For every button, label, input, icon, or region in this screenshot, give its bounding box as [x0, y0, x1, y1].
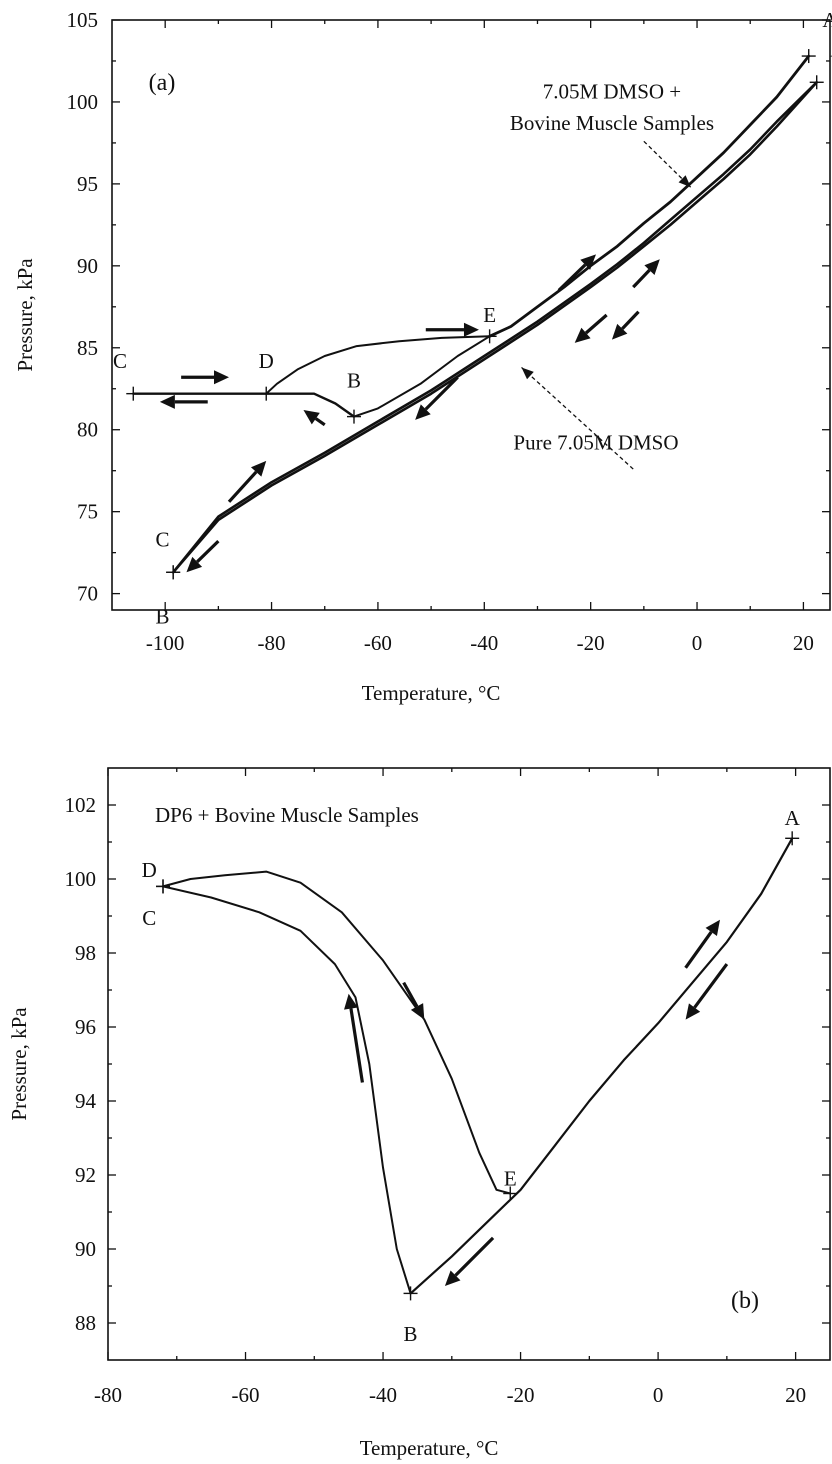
direction-arrow	[402, 981, 419, 1008]
x-tick-label: 20	[785, 1383, 806, 1407]
y-tick-label: 102	[65, 793, 97, 817]
direction-arrowhead	[214, 370, 230, 385]
x-tick-label: -80	[94, 1383, 122, 1407]
state-point-label: A	[830, 38, 832, 62]
direction-arrow	[454, 1236, 495, 1277]
y-tick-label: 88	[75, 1311, 96, 1335]
panel-label: (b)	[731, 1288, 759, 1314]
direction-arrow	[349, 1008, 365, 1083]
x-axis-title: Temperature, °C	[362, 681, 501, 705]
panel-label: (a)	[149, 70, 176, 96]
state-point-label: B	[404, 1322, 418, 1346]
series-line	[409, 837, 794, 1295]
direction-arrow	[196, 540, 220, 563]
direction-arrowhead	[580, 254, 596, 270]
plot-frame	[111, 19, 831, 611]
leader-arrowhead	[678, 175, 691, 188]
direction-arrow	[693, 963, 729, 1009]
direction-arrowhead	[644, 259, 660, 275]
y-tick-label: 85	[77, 336, 98, 360]
y-tick-label: 100	[65, 867, 97, 891]
direction-arrow	[632, 269, 651, 289]
y-tick-label: 90	[75, 1237, 96, 1261]
series-line	[162, 885, 412, 1295]
state-point-label: D	[259, 349, 274, 373]
y-tick-label: 80	[77, 418, 98, 442]
state-point-label: E	[483, 303, 496, 327]
y-tick-label: 90	[77, 254, 98, 278]
state-point-label: A	[822, 8, 832, 32]
state-point-label: B	[156, 605, 170, 629]
direction-arrow	[621, 310, 640, 330]
direction-arrow	[314, 417, 326, 427]
state-point-label: C	[113, 349, 127, 373]
y-tick-label: 98	[75, 941, 96, 965]
direction-arrowhead	[250, 460, 267, 477]
direction-arrowhead	[611, 323, 628, 340]
annotation-text: 7.05M DMSO +	[543, 80, 681, 104]
y-tick-label: 75	[77, 500, 98, 524]
direction-arrowhead	[410, 1003, 425, 1020]
y-tick-label: 70	[77, 582, 98, 606]
series-line	[488, 54, 811, 338]
x-tick-label: -100	[146, 631, 185, 655]
state-point-label: C	[156, 528, 170, 552]
direction-arrow	[584, 313, 608, 335]
annotation-leader	[643, 140, 692, 188]
state-point-label: D	[142, 858, 157, 882]
chart-panel-a: -100 -80 -60 -40 -20 0 20 70 75 80 85 90 95 100 105 Tem…	[13, 8, 832, 705]
y-axis-title: Pressure, kPa	[7, 1007, 31, 1121]
y-tick-label: 105	[67, 8, 99, 32]
y-tick-label: 92	[75, 1163, 96, 1187]
direction-arrowhead	[705, 919, 720, 936]
y-axis-title: Pressure, kPa	[13, 258, 37, 372]
series-line	[353, 335, 491, 418]
direction-arrow	[424, 376, 459, 411]
chart-title: DP6 + Bovine Muscle Samples	[155, 803, 419, 827]
x-tick-label: -60	[232, 1383, 260, 1407]
series-line	[265, 335, 491, 395]
x-tick-label: -40	[470, 631, 498, 655]
y-tick-label: 100	[67, 90, 99, 114]
state-point-label: E	[504, 1167, 517, 1191]
x-tick-label: -20	[577, 631, 605, 655]
series-line	[265, 392, 356, 418]
direction-arrowhead	[574, 327, 591, 343]
y-tick-label: 95	[77, 172, 98, 196]
direction-arrow	[557, 263, 587, 292]
x-tick-label: 0	[653, 1383, 664, 1407]
direction-arrowhead	[303, 410, 320, 425]
x-tick-label: -60	[364, 631, 392, 655]
state-point-label: A	[785, 806, 801, 830]
direction-arrowhead	[186, 556, 203, 573]
annotation-text: Pure 7.05M DMSO	[513, 430, 678, 454]
direction-arrowhead	[463, 322, 479, 337]
state-point-label: B	[347, 369, 361, 393]
direction-arrow	[227, 470, 258, 503]
plot-frame	[107, 767, 831, 1361]
direction-arrowhead	[159, 394, 175, 409]
annotation-text: Bovine Muscle Samples	[510, 111, 714, 135]
direction-arrowhead	[444, 1270, 461, 1286]
leader-arrowhead	[521, 367, 534, 380]
series-line	[171, 81, 818, 574]
direction-arrowhead	[415, 404, 431, 420]
x-tick-label: -20	[507, 1383, 535, 1407]
x-tick-label: 20	[793, 631, 814, 655]
y-tick-label: 96	[75, 1015, 96, 1039]
series-line	[162, 870, 512, 1195]
state-point-label: C	[142, 906, 156, 930]
chart-panel-b: -80 -60 -40 -20 0 20 88 90 92 94 96 98 100 102 Tempera…	[7, 767, 831, 1460]
direction-arrow	[684, 930, 713, 969]
direction-arrowhead	[344, 993, 358, 1010]
x-tick-label: -80	[258, 631, 286, 655]
x-tick-label: -40	[369, 1383, 397, 1407]
direction-arrowhead	[685, 1003, 701, 1020]
series-line	[171, 81, 818, 574]
x-axis-title: Temperature, °C	[360, 1436, 499, 1460]
x-tick-label: 0	[692, 631, 703, 655]
y-tick-label: 94	[75, 1089, 97, 1113]
